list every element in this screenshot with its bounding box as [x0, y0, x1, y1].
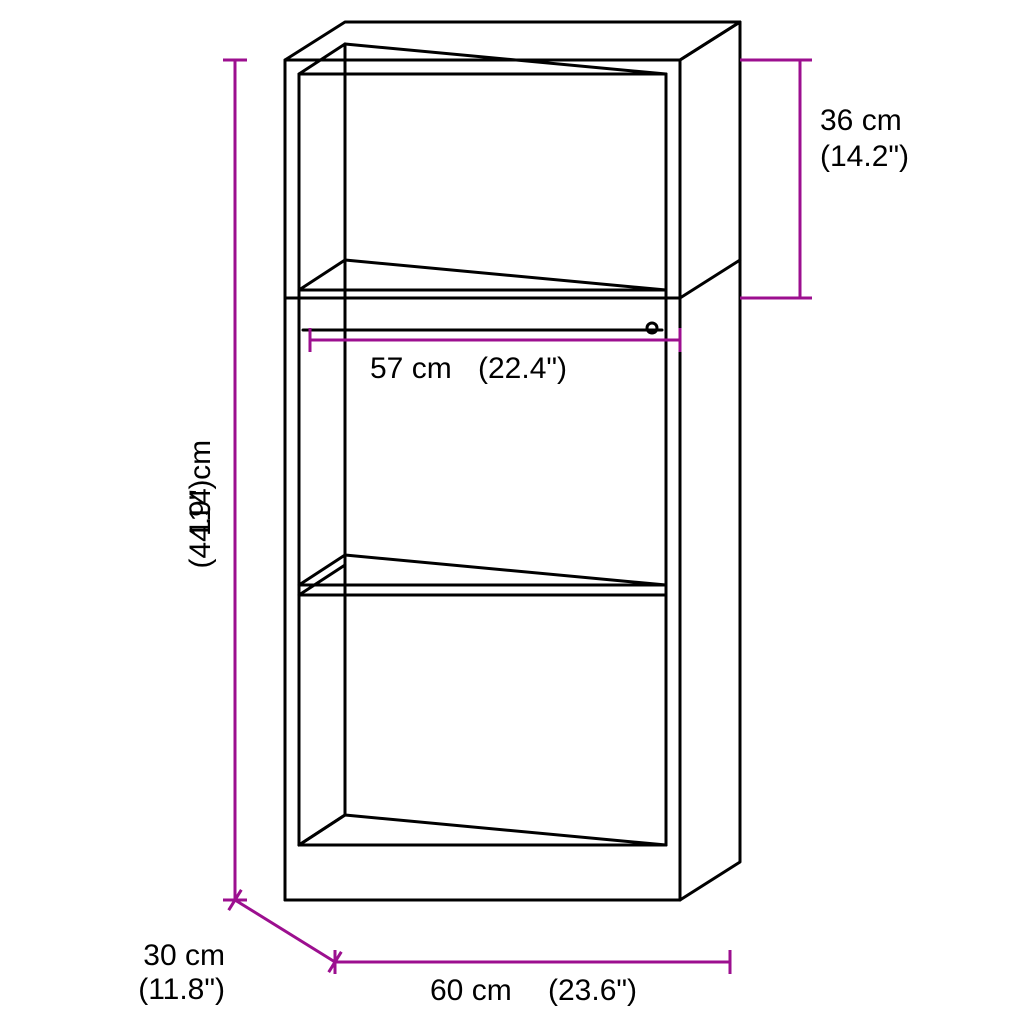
dim-inner-sub: (22.4") — [478, 352, 567, 385]
dim-depth-main: 30 cm — [143, 939, 225, 972]
dim-top-sub: (14.2") — [820, 140, 909, 173]
dim-inner-main: 57 cm — [370, 352, 452, 385]
dim-height-sub: (44.9") — [184, 479, 217, 568]
dim-width-sub: (23.6") — [548, 974, 637, 1007]
dim-width-main: 60 cm — [430, 974, 512, 1007]
bookshelf-drawing — [285, 22, 740, 900]
dim-top-main: 36 cm — [820, 104, 902, 137]
dim-depth-sub: (11.8") — [138, 973, 225, 1006]
